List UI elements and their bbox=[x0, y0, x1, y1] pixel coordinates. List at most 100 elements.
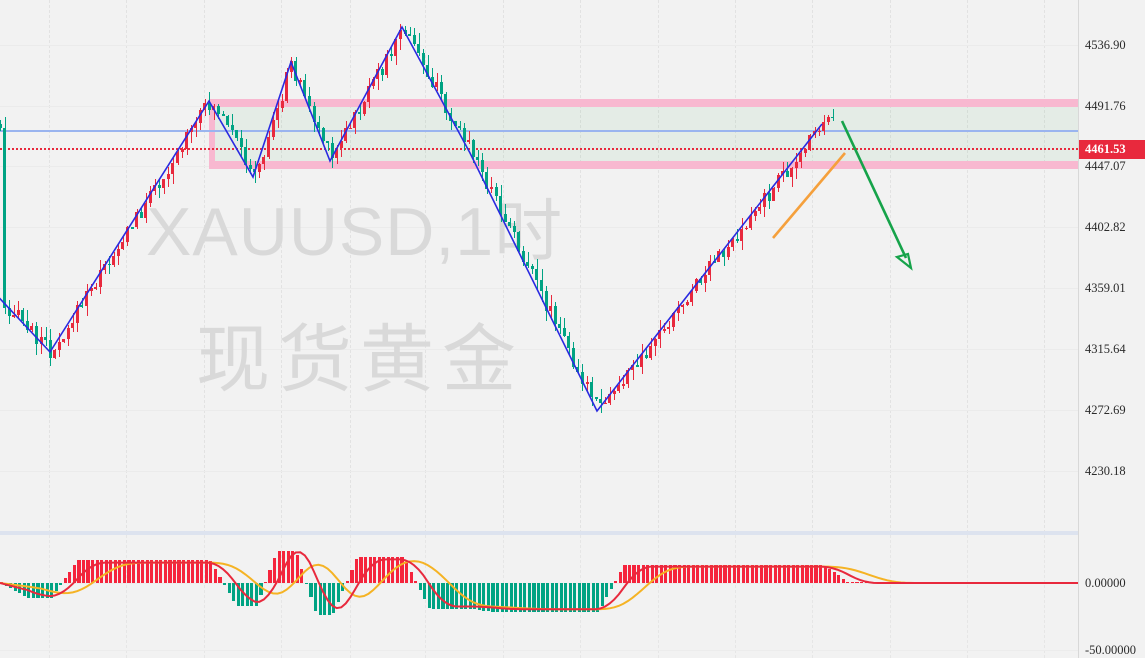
candle-wick bbox=[409, 26, 411, 35]
macd-bar bbox=[404, 562, 409, 583]
candle-body bbox=[817, 130, 821, 133]
macd-bar bbox=[486, 583, 491, 612]
candle-body bbox=[34, 326, 38, 345]
macd-bar bbox=[154, 560, 158, 583]
macd-bar bbox=[728, 564, 732, 583]
candle-body bbox=[781, 170, 785, 176]
rising-support-trendline[interactable] bbox=[772, 152, 846, 239]
macd-bar bbox=[354, 559, 359, 583]
macd-bar bbox=[541, 583, 545, 613]
candle-body bbox=[576, 366, 580, 373]
candle-body bbox=[66, 328, 70, 340]
candle-body bbox=[549, 305, 553, 311]
candle-wick bbox=[805, 148, 807, 158]
candle-wick bbox=[577, 358, 579, 375]
candle-body bbox=[426, 65, 430, 77]
candle-wick bbox=[350, 122, 352, 129]
candle-body bbox=[221, 114, 225, 116]
candle-wick bbox=[655, 337, 657, 357]
macd-bar bbox=[409, 571, 413, 583]
macd-bar bbox=[855, 582, 859, 583]
macd-bar bbox=[850, 582, 855, 583]
macd-bar bbox=[568, 583, 572, 613]
macd-bar bbox=[828, 569, 832, 583]
candle-body bbox=[685, 301, 689, 305]
macd-bar bbox=[586, 583, 591, 613]
candle-body bbox=[594, 397, 598, 399]
supply-zone-left-border[interactable] bbox=[209, 99, 215, 169]
candle-body bbox=[603, 402, 607, 405]
supply-zone-top-border[interactable] bbox=[209, 99, 1078, 107]
macd-bar bbox=[336, 583, 340, 602]
macd-bar bbox=[746, 564, 750, 583]
candle-body bbox=[57, 341, 61, 351]
macd-bar bbox=[737, 564, 741, 583]
supply-zone-bottom-border[interactable] bbox=[209, 161, 1078, 169]
macd-bar bbox=[650, 564, 654, 583]
macd-bar bbox=[618, 572, 622, 583]
candle-body bbox=[125, 227, 129, 243]
candle-body bbox=[317, 121, 321, 128]
candle-body bbox=[785, 170, 789, 178]
candle-body bbox=[358, 112, 361, 114]
candle-body bbox=[385, 53, 389, 75]
macd-bar bbox=[236, 583, 240, 607]
macd-bar bbox=[313, 583, 318, 612]
macd-bar bbox=[400, 556, 404, 583]
macd-bar bbox=[582, 583, 586, 613]
macd-bar bbox=[609, 583, 613, 589]
candle-body bbox=[216, 106, 220, 115]
candle-wick bbox=[391, 46, 393, 61]
candle-wick bbox=[95, 282, 97, 290]
macd-bar bbox=[104, 560, 108, 583]
price-axis[interactable]: 4536.90 4491.76 4447.07 4402.82 4359.01 … bbox=[1078, 0, 1145, 658]
macd-bar bbox=[332, 583, 336, 613]
macd-bar bbox=[536, 583, 541, 613]
candle-body bbox=[176, 152, 179, 163]
macd-bar bbox=[286, 551, 290, 583]
macd-bar bbox=[691, 564, 695, 583]
candle-body bbox=[94, 287, 98, 289]
candle-body bbox=[667, 327, 671, 330]
candle-body bbox=[16, 309, 20, 315]
macd-bar bbox=[837, 575, 841, 583]
candle-body bbox=[467, 139, 471, 143]
price-tick: 4447.07 bbox=[1085, 159, 1126, 173]
candle-wick bbox=[532, 263, 534, 275]
candle-body bbox=[144, 202, 148, 218]
price-tick: 4315.64 bbox=[1085, 342, 1126, 356]
current-price-tag[interactable]: 4461.53 bbox=[1079, 140, 1145, 159]
macd-bar bbox=[791, 564, 795, 583]
candle-body bbox=[353, 112, 357, 128]
candle-body bbox=[640, 354, 644, 367]
macd-lines bbox=[0, 551, 1079, 611]
candle-body bbox=[799, 152, 803, 162]
macd-bar bbox=[95, 560, 99, 583]
candle-body bbox=[3, 128, 7, 309]
candle-body bbox=[339, 140, 343, 148]
candle-body bbox=[276, 107, 280, 120]
candle-body bbox=[749, 216, 753, 228]
macd-bar bbox=[696, 564, 700, 583]
price-chart-panel[interactable]: XAUUSD,1时 现货黄金 bbox=[0, 0, 1078, 658]
candle-body bbox=[207, 103, 211, 110]
macd-bar bbox=[91, 560, 95, 583]
resistance-line[interactable] bbox=[0, 130, 1078, 132]
candle-body bbox=[362, 101, 366, 114]
candle-body bbox=[503, 213, 507, 222]
macd-bar bbox=[705, 564, 709, 583]
macd-bar bbox=[495, 583, 500, 613]
candle-body bbox=[662, 329, 666, 331]
bearish-projection-arrow[interactable] bbox=[840, 120, 913, 271]
macd-bar bbox=[100, 560, 104, 583]
macd-panel[interactable] bbox=[0, 535, 1082, 658]
macd-bar bbox=[232, 583, 236, 602]
macd-bar bbox=[800, 564, 804, 583]
candle-body bbox=[612, 391, 616, 394]
candle-body bbox=[530, 266, 534, 269]
macd-bar bbox=[623, 564, 627, 583]
macd-bar bbox=[473, 583, 477, 610]
macd-bar bbox=[218, 577, 222, 583]
candle-body bbox=[562, 328, 566, 337]
